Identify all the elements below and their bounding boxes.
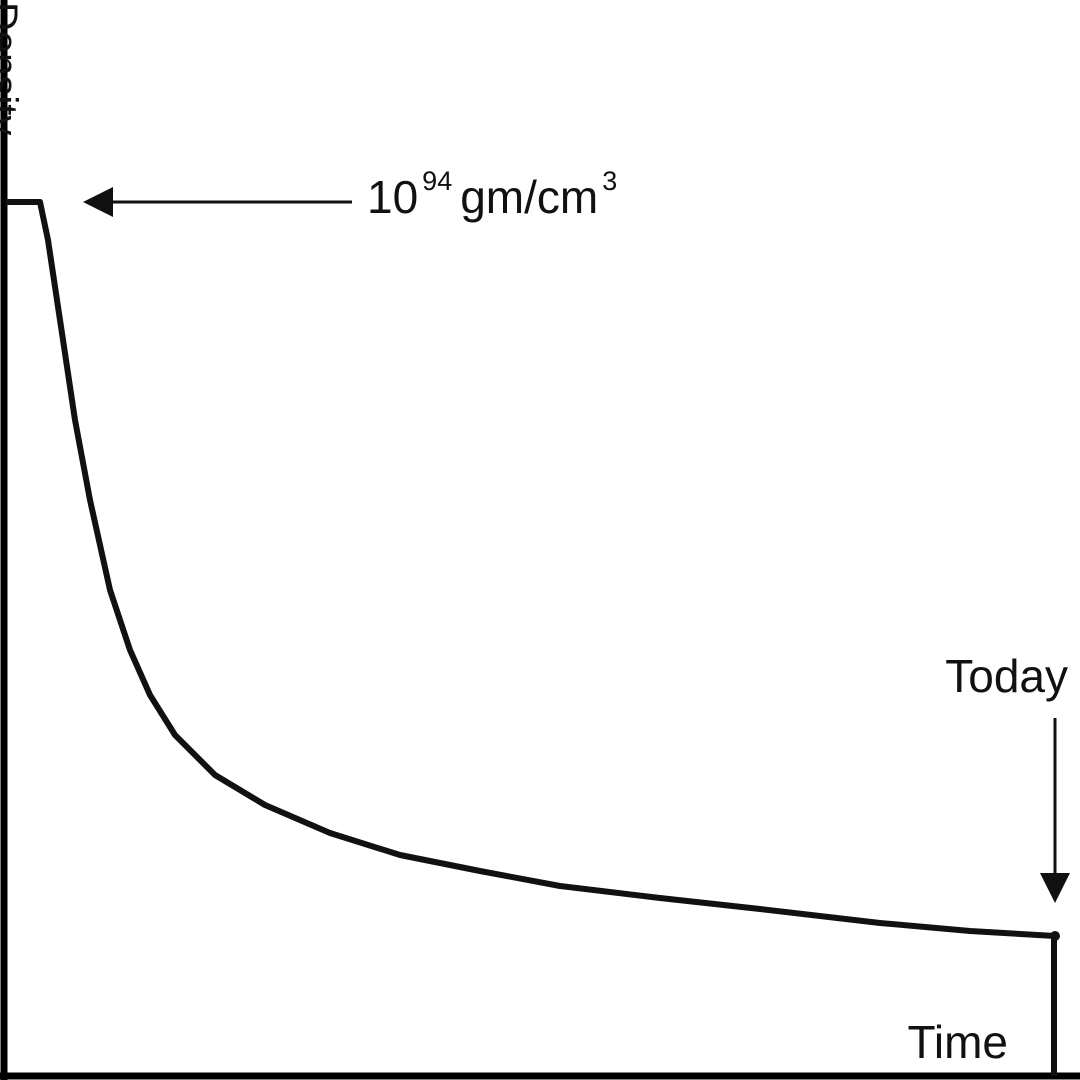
peak-unit-exponent: 3 bbox=[602, 166, 617, 196]
peak-base: 10 bbox=[367, 171, 418, 223]
peak-exponent: 94 bbox=[422, 166, 452, 196]
x-axis-label: Time bbox=[907, 1016, 1008, 1068]
peak-density-label: 10 94 gm/cm 3 bbox=[367, 166, 617, 223]
peak-unit: gm/cm bbox=[460, 171, 598, 223]
today-point bbox=[1050, 931, 1060, 941]
today-label: Today bbox=[945, 650, 1068, 702]
density-curve bbox=[6, 199, 1056, 939]
y-axis-label: Density bbox=[0, 2, 25, 135]
